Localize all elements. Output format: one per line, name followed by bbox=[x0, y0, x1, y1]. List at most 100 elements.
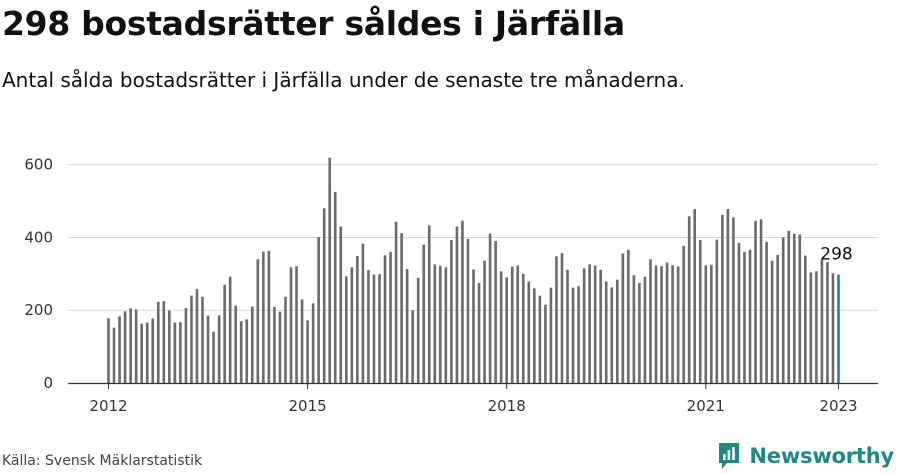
bar bbox=[472, 269, 475, 383]
highlight-bar bbox=[837, 274, 840, 383]
bar bbox=[577, 286, 580, 383]
highlight-label: 298 bbox=[820, 245, 852, 265]
bar bbox=[831, 273, 835, 383]
bar bbox=[477, 282, 481, 383]
bar bbox=[345, 276, 348, 383]
bar bbox=[416, 277, 420, 383]
bar bbox=[372, 274, 376, 383]
bar bbox=[488, 233, 492, 383]
x-axis bbox=[68, 382, 878, 389]
bar bbox=[787, 230, 791, 383]
bar bbox=[112, 327, 116, 383]
bar bbox=[582, 268, 586, 383]
brand-name: Newsworthy bbox=[749, 444, 894, 468]
bar bbox=[433, 264, 437, 383]
bar bbox=[405, 269, 409, 383]
bar bbox=[311, 303, 315, 383]
brand-logo[interactable]: Newsworthy bbox=[717, 441, 894, 471]
bar bbox=[201, 296, 204, 383]
bar bbox=[350, 267, 354, 383]
bar bbox=[698, 239, 702, 383]
bar bbox=[494, 241, 497, 383]
bar bbox=[156, 301, 160, 383]
x-tick-label: 2021 bbox=[687, 397, 725, 415]
bar bbox=[704, 265, 708, 383]
bar bbox=[118, 316, 121, 383]
bar bbox=[710, 264, 713, 383]
bar bbox=[671, 265, 674, 383]
bar bbox=[654, 265, 658, 383]
bar bbox=[162, 301, 166, 383]
annotations: 298 bbox=[820, 245, 852, 265]
bar bbox=[820, 259, 824, 383]
bar bbox=[676, 266, 680, 383]
bar bbox=[555, 256, 558, 383]
y-tick-label: 400 bbox=[24, 228, 53, 246]
bar bbox=[168, 310, 171, 383]
bar bbox=[427, 225, 431, 383]
bar bbox=[422, 244, 426, 383]
bar bbox=[687, 216, 691, 383]
bar bbox=[615, 279, 619, 383]
bar bbox=[510, 266, 514, 383]
bar bbox=[411, 310, 414, 383]
bar bbox=[245, 319, 249, 383]
bar bbox=[715, 239, 719, 383]
bar bbox=[571, 287, 575, 383]
bar bbox=[129, 308, 132, 383]
bar bbox=[466, 238, 470, 383]
bar bbox=[134, 309, 138, 383]
bar bbox=[228, 276, 232, 383]
bar bbox=[239, 321, 243, 383]
bar bbox=[649, 259, 652, 383]
bar bbox=[798, 234, 802, 383]
bar bbox=[721, 214, 724, 383]
bar bbox=[621, 253, 625, 383]
bar bbox=[439, 265, 442, 383]
bar bbox=[444, 267, 448, 383]
bar bbox=[538, 295, 542, 383]
bar bbox=[450, 239, 453, 383]
bar bbox=[566, 269, 569, 383]
bar bbox=[317, 237, 320, 383]
bar bbox=[278, 311, 282, 383]
bar bbox=[610, 287, 614, 383]
bar bbox=[206, 315, 210, 383]
bar bbox=[759, 219, 763, 383]
bar bbox=[770, 260, 774, 383]
bar bbox=[743, 251, 746, 383]
bar bbox=[212, 331, 215, 383]
bar bbox=[455, 226, 459, 383]
bar bbox=[383, 255, 387, 383]
chart-subtitle: Antal sålda bostadsrätter i Järfälla und… bbox=[2, 68, 685, 92]
bar bbox=[184, 308, 188, 383]
bar bbox=[339, 226, 343, 383]
y-tick-label: 200 bbox=[24, 301, 53, 319]
bar bbox=[632, 275, 636, 383]
x-tick-label: 2012 bbox=[89, 397, 127, 415]
bar bbox=[256, 259, 260, 383]
bar bbox=[792, 233, 796, 383]
bar bbox=[665, 262, 669, 383]
bar bbox=[223, 284, 226, 383]
bar bbox=[781, 237, 785, 383]
bar bbox=[549, 287, 553, 383]
x-tick-label: 2015 bbox=[288, 397, 326, 415]
bar bbox=[732, 217, 735, 383]
bar bbox=[638, 282, 641, 383]
bar bbox=[499, 271, 503, 383]
y-tick-label: 600 bbox=[24, 156, 53, 174]
bar bbox=[179, 322, 182, 383]
bar bbox=[300, 299, 304, 383]
bar bbox=[533, 288, 536, 383]
bar bbox=[765, 241, 768, 383]
bar bbox=[173, 322, 177, 383]
bar bbox=[322, 208, 326, 383]
bar bbox=[123, 311, 127, 383]
bar bbox=[693, 209, 697, 383]
bar bbox=[273, 306, 276, 383]
bar bbox=[588, 264, 591, 383]
bar bbox=[145, 322, 149, 383]
bar bbox=[295, 266, 298, 383]
